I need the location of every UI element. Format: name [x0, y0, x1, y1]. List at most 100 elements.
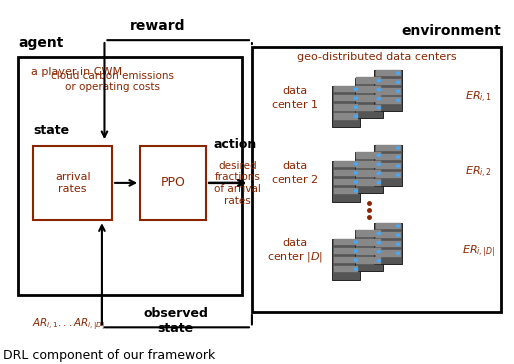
Text: environment: environment [401, 24, 501, 39]
Text: data
center $\mathit{2}$: data center $\mathit{2}$ [271, 161, 319, 185]
Text: $AR_{i,1}...AR_{i,|D|}$: $AR_{i,1}...AR_{i,|D|}$ [32, 316, 105, 332]
Circle shape [354, 241, 357, 243]
FancyBboxPatch shape [356, 257, 381, 264]
Circle shape [377, 107, 380, 109]
FancyBboxPatch shape [376, 154, 400, 160]
Text: observed
state: observed state [143, 307, 208, 335]
Circle shape [377, 163, 380, 166]
Circle shape [397, 99, 399, 101]
Circle shape [377, 173, 380, 174]
FancyBboxPatch shape [376, 145, 400, 151]
FancyBboxPatch shape [140, 146, 206, 220]
Circle shape [397, 72, 399, 74]
Circle shape [397, 225, 399, 227]
FancyBboxPatch shape [334, 188, 358, 194]
FancyBboxPatch shape [376, 88, 400, 95]
FancyBboxPatch shape [332, 161, 360, 202]
FancyBboxPatch shape [356, 161, 381, 168]
Circle shape [397, 243, 399, 245]
Text: $ER_{i,|D|}$: $ER_{i,|D|}$ [462, 243, 495, 259]
FancyBboxPatch shape [334, 257, 358, 264]
FancyBboxPatch shape [374, 145, 402, 186]
Circle shape [397, 174, 399, 176]
Circle shape [397, 81, 399, 83]
Text: a player in CWM: a player in CWM [31, 67, 122, 77]
FancyBboxPatch shape [374, 223, 402, 264]
Circle shape [354, 172, 357, 174]
Circle shape [377, 182, 380, 183]
FancyBboxPatch shape [355, 78, 383, 118]
Circle shape [354, 106, 357, 108]
FancyBboxPatch shape [334, 239, 358, 245]
Text: $ER_{i,2}$: $ER_{i,2}$ [465, 165, 492, 180]
Circle shape [354, 88, 357, 90]
Circle shape [377, 89, 380, 91]
Circle shape [354, 163, 357, 165]
Text: data
center $\mathit{1}$: data center $\mathit{1}$ [271, 86, 319, 110]
FancyBboxPatch shape [334, 248, 358, 254]
FancyBboxPatch shape [356, 240, 381, 246]
FancyBboxPatch shape [334, 266, 358, 273]
Text: reward: reward [130, 19, 186, 33]
FancyBboxPatch shape [33, 146, 112, 220]
FancyBboxPatch shape [376, 223, 400, 229]
FancyBboxPatch shape [334, 86, 358, 92]
Text: state: state [33, 124, 69, 137]
FancyBboxPatch shape [376, 79, 400, 86]
Text: PPO: PPO [161, 177, 186, 189]
Circle shape [354, 268, 357, 270]
Circle shape [354, 97, 357, 99]
Circle shape [354, 190, 357, 192]
FancyBboxPatch shape [376, 250, 400, 257]
Text: DRL component of our framework: DRL component of our framework [3, 349, 215, 363]
FancyBboxPatch shape [376, 172, 400, 178]
FancyBboxPatch shape [332, 239, 360, 280]
Circle shape [354, 181, 357, 183]
FancyBboxPatch shape [356, 86, 381, 93]
Text: $ER_{i,1}$: $ER_{i,1}$ [465, 90, 492, 106]
Circle shape [377, 98, 380, 100]
Circle shape [377, 80, 380, 82]
Circle shape [377, 233, 380, 234]
FancyBboxPatch shape [376, 241, 400, 248]
Circle shape [397, 156, 399, 158]
Circle shape [377, 242, 380, 244]
Text: geo-distributed data centers: geo-distributed data centers [297, 52, 456, 62]
Circle shape [397, 252, 399, 254]
FancyBboxPatch shape [355, 230, 383, 271]
Circle shape [377, 251, 380, 253]
FancyBboxPatch shape [356, 95, 381, 102]
FancyBboxPatch shape [356, 104, 381, 111]
Circle shape [377, 154, 380, 157]
Circle shape [377, 260, 380, 262]
FancyBboxPatch shape [355, 152, 383, 193]
FancyBboxPatch shape [356, 78, 381, 84]
FancyBboxPatch shape [376, 163, 400, 169]
FancyBboxPatch shape [376, 97, 400, 104]
Text: agent: agent [18, 36, 63, 50]
FancyBboxPatch shape [18, 57, 242, 295]
Circle shape [354, 259, 357, 261]
FancyBboxPatch shape [334, 104, 358, 111]
FancyBboxPatch shape [334, 161, 358, 167]
FancyBboxPatch shape [376, 70, 400, 76]
Text: arrival
rates: arrival rates [55, 172, 90, 194]
FancyBboxPatch shape [356, 152, 381, 159]
Circle shape [397, 234, 399, 236]
FancyBboxPatch shape [334, 95, 358, 102]
FancyBboxPatch shape [334, 170, 358, 176]
FancyBboxPatch shape [252, 47, 501, 312]
FancyBboxPatch shape [356, 230, 381, 237]
FancyBboxPatch shape [334, 179, 358, 185]
FancyBboxPatch shape [334, 113, 358, 119]
FancyBboxPatch shape [356, 170, 381, 177]
Text: desired
fractions
of arrival
rates: desired fractions of arrival rates [214, 161, 261, 206]
FancyBboxPatch shape [356, 179, 381, 186]
FancyBboxPatch shape [356, 248, 381, 255]
Circle shape [354, 115, 357, 117]
Text: data
center $|D|$: data center $|D|$ [267, 238, 323, 264]
Text: action: action [214, 138, 257, 151]
FancyBboxPatch shape [376, 232, 400, 238]
Circle shape [397, 147, 399, 149]
Text: cloud carbon emissions
or operating costs: cloud carbon emissions or operating cost… [50, 71, 174, 92]
